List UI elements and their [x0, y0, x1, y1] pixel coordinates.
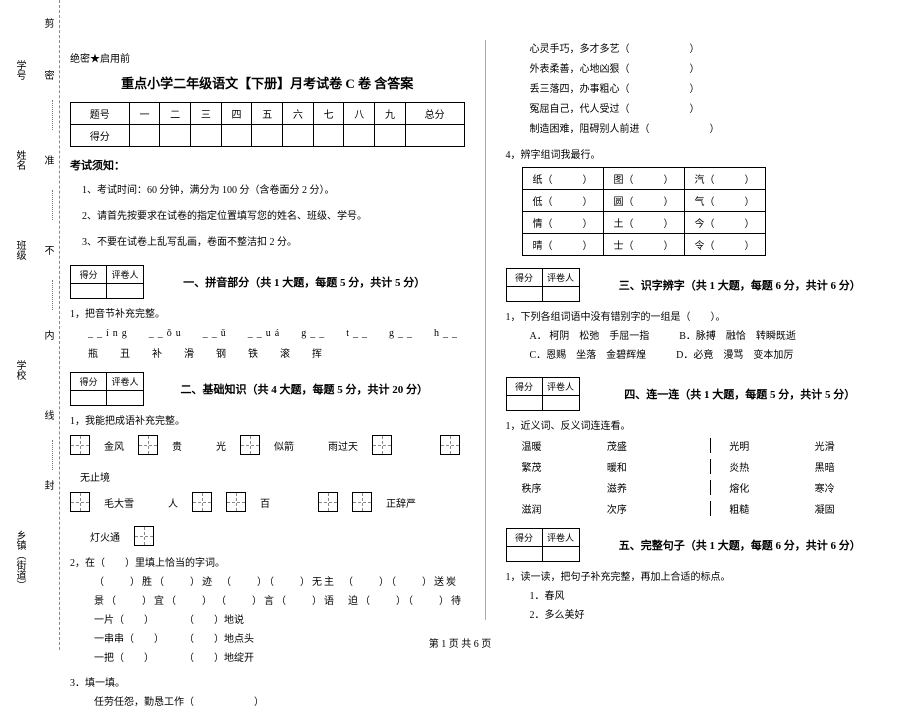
section-1-title: 一、拼音部分（共 1 大题，每题 5 分，共计 5 分） — [144, 274, 465, 290]
binding-field-class: 班级 — [12, 240, 27, 260]
match-row-2: 繁茂暖和 炎热黑暗 — [522, 459, 901, 474]
q2-prompt: 1，我能把成语补充完整。 — [70, 412, 465, 427]
tian-grid — [138, 435, 158, 455]
q4-1-prompt: 1，近义词、反义词连连看。 — [506, 417, 901, 432]
score-table: 题号 一 二 三 四 五 六 七 八 九 总分 得分 — [70, 102, 465, 147]
secret-label: 绝密★启用前 — [70, 50, 465, 65]
left-column: 绝密★启用前 重点小学二年级语文【下册】月考试卷 C 卷 含答案 题号 一 二 … — [70, 10, 465, 620]
notice-heading: 考试须知： — [70, 157, 465, 173]
column-divider — [485, 40, 486, 620]
notice-2: 2、请首先按要求在试卷的指定位置填写您的姓名、班级、学号。 — [82, 207, 465, 227]
q2c-prompt: 3．填一填。 — [70, 674, 465, 689]
section-4-title: 四、连一连（共 1 大题，每题 5 分，共计 5 分） — [580, 386, 901, 402]
section-3-title: 三、识字辨字（共 1 大题，每题 6 分，共计 6 分） — [580, 277, 901, 293]
score-header-row: 题号 一 二 三 四 五 六 七 八 九 总分 — [71, 103, 465, 125]
scorebox-4: 得分 评卷人 四、连一连（共 1 大题，每题 5 分，共计 5 分） — [506, 377, 901, 411]
binding-inner-6: 封 — [40, 480, 55, 490]
q5-1-prompt: 1，读一读，把句子补充完整，再加上合适的标点。 — [506, 568, 901, 583]
binding-field-id: 学号 — [12, 60, 27, 80]
tian-grid — [240, 435, 260, 455]
tian-grid — [192, 492, 212, 512]
q4-prompt: 4，辨字组词我最行。 — [506, 146, 901, 161]
char-compare-table: 纸（ ）图（ ）汽（ ） 低（ ）圆（ ）气（ ） 情（ ）土（ ）今（ ） 晴… — [522, 167, 766, 256]
match-row-3: 秩序滋养 熔化寒冷 — [522, 480, 901, 495]
tian-grid — [70, 435, 90, 455]
binding-inner-5: 线 — [40, 410, 55, 420]
tian-grid — [372, 435, 392, 455]
binding-inner-1: 密 — [40, 70, 55, 80]
idiom-row-2: 毛大雪 人百 正辞严 灯火通 — [70, 492, 465, 546]
match-row-1: 温暖茂盛 光明光滑 — [522, 438, 901, 453]
exam-title: 重点小学二年级语文【下册】月考试卷 C 卷 含答案 — [70, 73, 465, 92]
q1-prompt: 1，把音节补充完整。 — [70, 305, 465, 320]
tian-grid — [440, 435, 460, 455]
tian-grid — [70, 492, 90, 512]
binding-inner-4: 内 — [40, 330, 55, 340]
section-2-title: 二、基础知识（共 4 大题，每题 5 分，共计 20 分） — [144, 381, 465, 397]
scorebox-2: 得分 评卷人 二、基础知识（共 4 大题，每题 5 分，共计 20 分） — [70, 372, 465, 406]
binding-inner-3: 不 — [40, 245, 55, 255]
binding-field-name: 姓名 — [12, 150, 27, 170]
right-column: 心灵手巧，多才多艺（ ） 外表柔善，心地凶狠（ ） 丢三落四，办事粗心（ ） 冤… — [506, 10, 901, 620]
binding-field-town: 乡镇（街道） — [12, 530, 27, 590]
q1-hanzi-row: 瓶 丑 补 滑 钢 铁 滚 挥 — [88, 345, 465, 360]
notice-1: 1、考试时间：60 分钟，满分为 100 分（含卷面分 2 分）。 — [82, 181, 465, 201]
binding-margin: 剪 学号 密 姓名 准 班级 不 内 学校 线 封 乡镇（街道） — [0, 0, 60, 650]
q2b-prompt: 2，在（ ）里填上恰当的字词。 — [70, 554, 465, 569]
score-value-row: 得分 — [71, 125, 465, 147]
scorebox-3: 得分 评卷人 三、识字辨字（共 1 大题，每题 6 分，共计 6 分） — [506, 268, 901, 302]
tian-grid — [134, 526, 154, 546]
idiom-row-1: 金风贵 光似箭 雨过天 无止境 — [70, 435, 465, 484]
binding-corner: 剪 — [40, 18, 55, 28]
scorebox-1: 得分 评卷人 一、拼音部分（共 1 大题，每题 5 分，共计 5 分） — [70, 265, 465, 299]
q3-1-prompt: 1，下列各组词语中没有错别字的一组是（ ）。 — [506, 308, 901, 323]
page-content: 绝密★启用前 重点小学二年级语文【下册】月考试卷 C 卷 含答案 题号 一 二 … — [0, 0, 920, 630]
tian-grid — [318, 492, 338, 512]
section-5-title: 五、完整句子（共 1 大题，每题 6 分，共计 6 分） — [580, 537, 901, 553]
tian-grid — [226, 492, 246, 512]
match-row-4: 滋润次序 粗糙凝固 — [522, 501, 901, 516]
scorebox-5: 得分 评卷人 五、完整句子（共 1 大题，每题 6 分，共计 6 分） — [506, 528, 901, 562]
binding-inner-2: 准 — [40, 155, 55, 165]
notice-3: 3、不要在试卷上乱写乱画，卷面不整洁扣 2 分。 — [82, 233, 465, 253]
q1-pinyin-row: __íng __ǒu __ǔ __uá g__ t__ g__ h__ — [88, 328, 465, 339]
tian-grid — [352, 492, 372, 512]
page-footer: 第 1 页 共 6 页 — [0, 635, 920, 650]
binding-field-school: 学校 — [12, 360, 27, 380]
